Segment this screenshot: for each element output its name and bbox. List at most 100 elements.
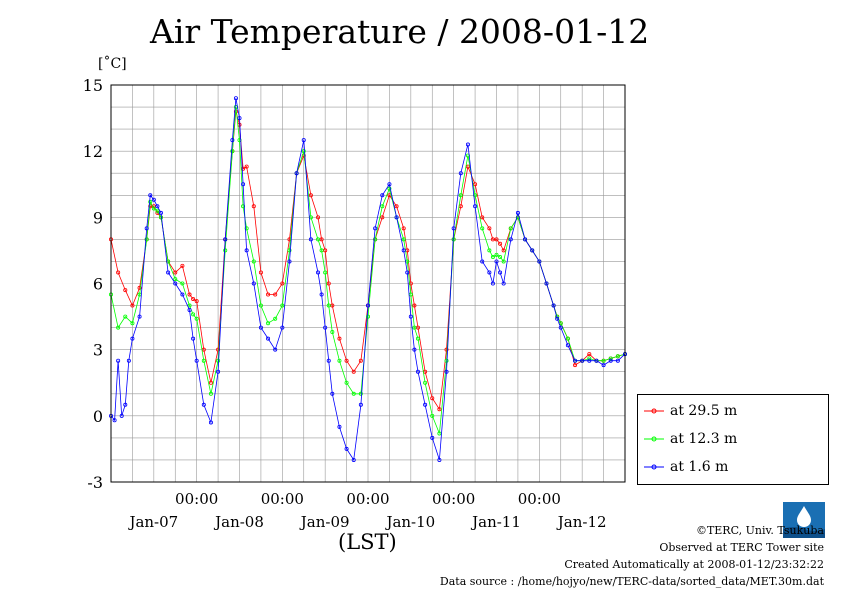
data-point — [119, 413, 124, 418]
data-point — [180, 263, 185, 268]
data-point — [451, 237, 456, 242]
data-point — [112, 418, 117, 423]
data-point — [601, 358, 606, 363]
data-point — [501, 248, 506, 253]
data-point — [601, 363, 606, 368]
data-point — [158, 210, 163, 215]
legend-item-1-6m: at 1.6 m — [644, 457, 728, 477]
data-point — [380, 193, 385, 198]
x-tick-label: 00:00 — [261, 490, 304, 508]
data-point — [273, 316, 278, 321]
data-point — [501, 259, 506, 264]
legend-swatch-blue — [644, 464, 664, 470]
y-tick-label: -3 — [87, 473, 103, 492]
data-point — [308, 193, 313, 198]
data-point — [241, 204, 246, 209]
data-point — [308, 237, 313, 242]
data-point — [344, 446, 349, 451]
y-tick-label: 0 — [93, 407, 103, 426]
data-point — [223, 237, 228, 242]
data-point — [508, 226, 513, 231]
data-point — [498, 241, 503, 246]
legend-label: at 29.5 m — [670, 403, 738, 419]
data-point — [494, 252, 499, 257]
data-point — [494, 237, 499, 242]
data-point — [344, 358, 349, 363]
site-text: Observed at TERC Tower site — [659, 541, 824, 554]
data-point — [487, 270, 492, 275]
data-point — [151, 197, 156, 202]
data-point — [373, 237, 378, 242]
x-tick-label: 00:00 — [175, 490, 218, 508]
data-point — [465, 142, 470, 147]
data-point — [244, 164, 249, 169]
data-point — [166, 270, 171, 275]
data-point — [130, 321, 135, 326]
data-point — [337, 358, 342, 363]
data-point — [173, 281, 178, 286]
data-point — [294, 171, 299, 176]
data-point — [330, 330, 335, 335]
data-point — [490, 255, 495, 260]
data-point — [180, 281, 185, 286]
data-point — [387, 186, 392, 191]
data-point — [223, 248, 228, 253]
data-point — [608, 356, 613, 361]
data-point — [148, 193, 153, 198]
data-point — [148, 199, 153, 204]
data-point — [430, 435, 435, 440]
data-point — [487, 248, 492, 253]
data-point — [587, 352, 592, 357]
chart-title: Air Temperature / 2008-01-12 — [150, 12, 650, 51]
data-point — [319, 292, 324, 297]
data-point — [194, 316, 199, 321]
data-point — [594, 358, 599, 363]
data-point — [437, 431, 442, 436]
data-point — [458, 171, 463, 176]
legend-item-12-3m: at 12.3 m — [644, 429, 737, 449]
x-tick-label: 00:00 — [432, 490, 475, 508]
data-point — [458, 193, 463, 198]
data-point — [530, 248, 535, 253]
data-point — [358, 402, 363, 407]
data-point — [523, 237, 528, 242]
data-point — [191, 312, 196, 317]
x-axis-label: (LST) — [338, 530, 397, 554]
data-point — [287, 248, 292, 253]
data-point — [194, 299, 199, 304]
data-point — [608, 358, 613, 363]
data-point — [408, 281, 413, 286]
data-point — [123, 402, 128, 407]
y-tick-label: 12 — [83, 142, 103, 161]
data-point — [251, 259, 256, 264]
day-label: Jan-09 — [299, 513, 350, 531]
data-point — [173, 277, 178, 282]
data-point — [565, 343, 570, 348]
source-text: Data source : /home/hojyo/new/TERC-data/… — [439, 575, 824, 588]
data-point — [316, 237, 321, 242]
data-point — [116, 270, 121, 275]
data-point — [187, 307, 192, 312]
data-point — [401, 248, 406, 253]
data-point — [437, 457, 442, 462]
data-point — [412, 303, 417, 308]
terc-logo — [783, 502, 825, 538]
data-point — [216, 369, 221, 374]
data-point — [326, 358, 331, 363]
data-point — [216, 347, 221, 352]
data-point — [358, 358, 363, 363]
data-point — [116, 325, 121, 330]
y-tick-label: 15 — [83, 76, 103, 95]
data-point — [316, 215, 321, 220]
data-point — [498, 255, 503, 260]
data-point — [480, 226, 485, 231]
copyright-text: ©TERC, Univ. Tsukuba — [695, 524, 824, 537]
data-point — [337, 424, 342, 429]
data-point — [273, 292, 278, 297]
data-point — [326, 281, 331, 286]
data-point — [412, 347, 417, 352]
data-point — [237, 116, 242, 121]
data-point — [323, 270, 328, 275]
data-point — [208, 391, 213, 396]
data-point — [208, 420, 213, 425]
